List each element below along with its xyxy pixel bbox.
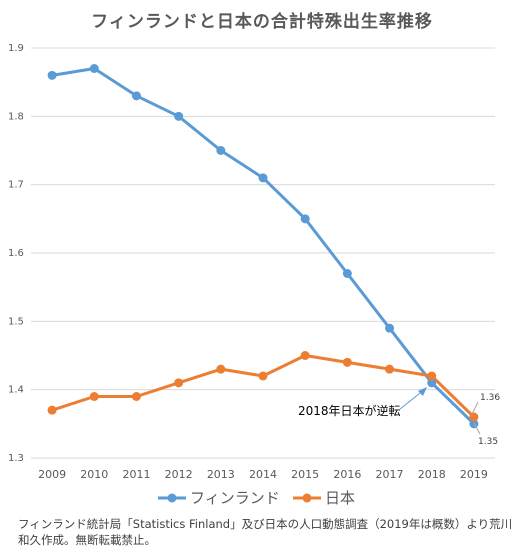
x-tick-label: 2018 — [418, 468, 446, 481]
series-group — [47, 64, 479, 429]
y-tick-label: 1.3 — [8, 453, 24, 464]
annotation-text: 2018年日本が逆転 — [298, 403, 401, 418]
legend-marker-finland — [167, 493, 177, 503]
y-tick-label: 1.4 — [8, 385, 24, 396]
data-point-0-2013 — [216, 146, 226, 155]
data-point-0-2010 — [89, 64, 99, 73]
y-tick-labels: 1.3 1.4 1.5 1.6 1.7 1.8 1.9 — [8, 43, 24, 464]
data-point-0-2018 — [427, 378, 437, 388]
data-point-1-2011 — [131, 392, 141, 401]
data-point-1-2017 — [385, 364, 395, 374]
data-point-0-2015 — [300, 214, 310, 224]
data-point-1-2015 — [300, 351, 310, 360]
x-tick-label: 2019 — [460, 468, 488, 481]
data-point-1-2012 — [174, 378, 184, 388]
y-tick-label: 1.5 — [8, 316, 24, 327]
data-point-1-2019 — [469, 412, 479, 422]
y-tick-label: 1.6 — [8, 248, 24, 259]
data-point-0-2012 — [174, 111, 184, 121]
leader-line-finland-2019 — [473, 422, 481, 435]
legend-label-japan: 日本 — [325, 489, 355, 507]
x-tick-label: 2011 — [122, 468, 150, 481]
chart-title: フィンランドと日本の合計特殊出生率推移 — [91, 11, 433, 32]
y-tick-label: 1.7 — [8, 180, 24, 191]
data-label-japan-2019: 1.36 — [480, 393, 500, 403]
series-line-0 — [50, 67, 476, 426]
x-tick-label: 2016 — [333, 468, 361, 481]
data-point-0-2016 — [342, 269, 352, 278]
data-point-1-2009 — [47, 405, 57, 415]
x-tick-label: 2013 — [207, 468, 235, 481]
data-point-1-2014 — [258, 371, 268, 381]
x-tick-label: 2010 — [80, 468, 108, 481]
series-line-1 — [50, 354, 476, 419]
data-point-1-2010 — [89, 392, 99, 401]
x-tick-label: 2015 — [291, 468, 319, 481]
data-point-0-2009 — [47, 70, 57, 80]
x-tick-label: 2017 — [376, 468, 404, 481]
x-tick-label: 2014 — [249, 468, 277, 481]
x-tick-labels: 2009 2010 2011 2012 2013 2014 2015 2016 2017 2018… — [38, 468, 488, 481]
data-label-finland-2019: 1.35 — [478, 437, 498, 447]
annotation-arrow — [399, 389, 425, 410]
y-tick-label: 1.9 — [8, 43, 24, 54]
legend-marker-japan — [302, 493, 312, 503]
data-point-0-2014 — [258, 173, 268, 183]
y-tick-label: 1.8 — [8, 111, 24, 122]
x-tick-label: 2012 — [165, 468, 193, 481]
data-point-0-2011 — [131, 91, 141, 101]
annotation-arrowhead — [418, 387, 427, 396]
gridlines — [31, 47, 495, 459]
source-note: フィンランド統計局「Statistics Finland」及び日本の人口動態調査… — [18, 517, 513, 547]
legend-label-finland: フィンランド — [190, 489, 280, 507]
leader-line-japan-2019 — [471, 401, 479, 415]
data-point-0-2017 — [385, 323, 395, 333]
legend: フィンランド 日本 — [158, 489, 355, 507]
data-point-1-2018 — [427, 371, 437, 381]
data-point-1-2013 — [216, 364, 226, 374]
data-point-1-2016 — [342, 357, 352, 367]
x-tick-label: 2009 — [38, 468, 66, 481]
